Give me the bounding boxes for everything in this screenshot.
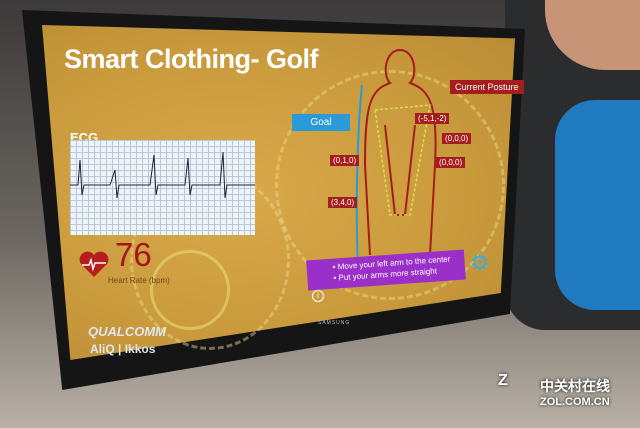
watermark-logo: Z bbox=[498, 372, 508, 389]
joint-label: (0,1,0) bbox=[330, 155, 360, 166]
qualcomm-logo: QUALCOMM bbox=[88, 324, 166, 339]
blue-jacket bbox=[555, 100, 640, 310]
heart-rate-label: Heart Rate (bpm) bbox=[108, 276, 170, 285]
gear-icon[interactable]: ⚙ bbox=[470, 250, 490, 275]
ecg-trace bbox=[70, 151, 255, 199]
goal-label: Goal bbox=[292, 114, 350, 131]
sun-icon bbox=[150, 250, 230, 330]
heart-ecg-icon bbox=[79, 251, 109, 277]
joint-label: (-5,1,-2) bbox=[415, 113, 450, 124]
joint-label: (3,4,0) bbox=[328, 197, 358, 208]
decorative-ring bbox=[275, 70, 505, 300]
heart-rate-value: 76 bbox=[115, 236, 152, 273]
page-title: Smart Clothing- Golf bbox=[64, 44, 318, 74]
current-posture-label: Current Posture bbox=[450, 80, 524, 94]
joint-label: (0,0,0) bbox=[436, 157, 466, 168]
partner-logos: AliQ | Ikkos bbox=[90, 342, 156, 356]
ecg-chart bbox=[70, 140, 255, 235]
watermark-text: 中关村在线 bbox=[540, 378, 610, 394]
joint-label: (0,0,0) bbox=[442, 133, 472, 144]
watermark-url: ZOL.COM.CN bbox=[540, 396, 610, 408]
body-figure bbox=[355, 49, 437, 271]
info-icon[interactable]: i bbox=[312, 290, 324, 302]
monitor-brand: SAMSUNG bbox=[318, 320, 351, 326]
